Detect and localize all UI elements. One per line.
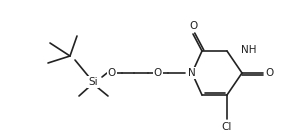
Text: O: O	[266, 68, 274, 78]
Text: Cl: Cl	[222, 122, 232, 132]
Text: O: O	[190, 21, 198, 31]
Text: N: N	[188, 68, 196, 78]
Text: NH: NH	[241, 45, 257, 55]
Text: O: O	[154, 68, 162, 78]
Text: O: O	[108, 68, 116, 78]
Text: Si: Si	[88, 77, 98, 87]
